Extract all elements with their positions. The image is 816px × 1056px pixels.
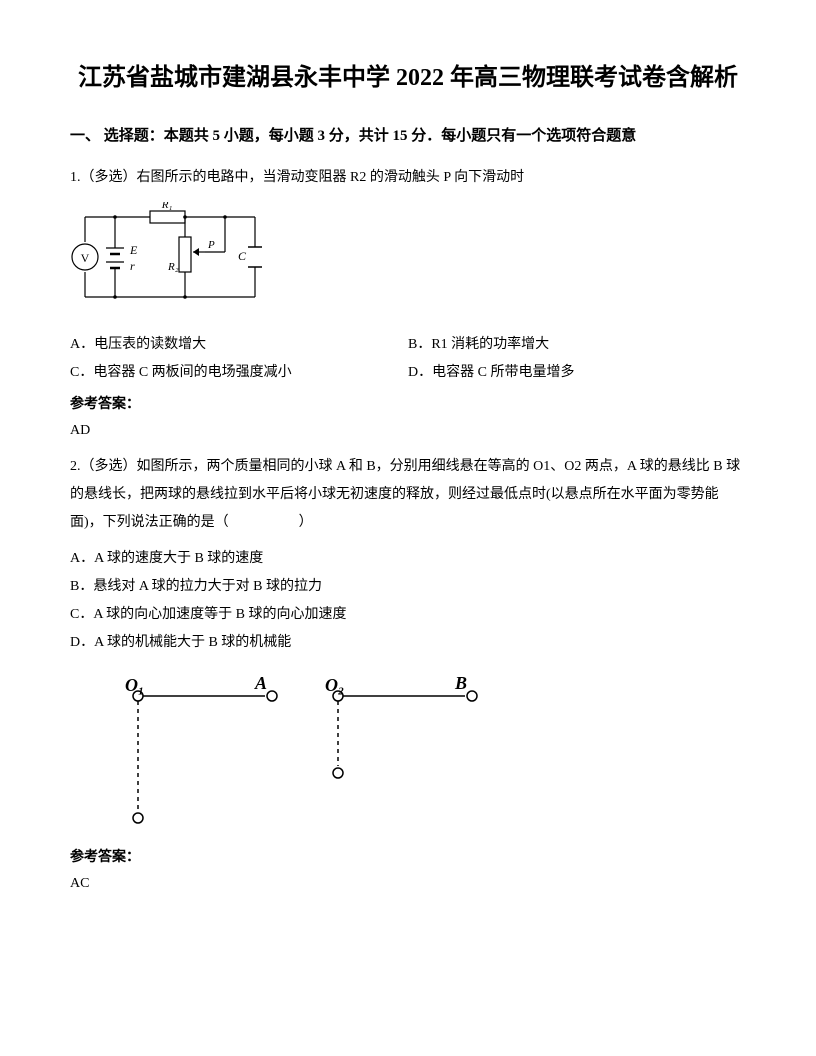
q1-optD: D．电容器 C 所带电量增多 [408, 359, 746, 387]
q1-optC: C．电容器 C 两板间的电场强度减小 [70, 359, 408, 387]
q2-answer-label: 参考答案： [70, 846, 746, 866]
q1-options-row1: A．电压表的读数增大 B．R1 消耗的功率增大 [70, 331, 746, 359]
q2-pendulum-diagram: O₁ A O₂ B [100, 671, 746, 836]
section-header: 一、 选择题：本题共 5 小题，每小题 3 分，共计 15 分．每小题只有一个选… [70, 124, 746, 148]
page-title: 江苏省盐城市建湖县永丰中学 2022 年高三物理联考试卷含解析 [70, 60, 746, 96]
q2-optC: C．A 球的向心加速度等于 B 球的向心加速度 [70, 601, 746, 629]
battery-r-label: r [130, 259, 135, 273]
q2-answer: AC [70, 876, 746, 892]
q1-optA: A．电压表的读数增大 [70, 331, 408, 359]
q1-answer-label: 参考答案： [70, 393, 746, 413]
r2-label: R₂ [167, 261, 179, 273]
voltmeter-label: V [81, 251, 90, 265]
a-label: A [254, 673, 267, 693]
q2-optD: D．A 球的机械能大于 B 球的机械能 [70, 629, 746, 657]
q2-optB: B．悬线对 A 球的拉力大于对 B 球的拉力 [70, 573, 746, 601]
b-label: B [454, 673, 467, 693]
q1-stem: 1.（多选）右图所示的电路中，当滑动变阻器 R2 的滑动触头 P 向下滑动时 [70, 164, 746, 192]
q1-answer: AD [70, 423, 746, 439]
circuit-svg: V E r R₁ R₂ P C [70, 202, 270, 312]
r1-label: R₁ [161, 202, 173, 211]
q2-stem: 2.（多选）如图所示，两个质量相同的小球 A 和 B，分别用细线悬在等高的 O1… [70, 453, 746, 537]
q1-options-row2: C．电容器 C 两板间的电场强度减小 D．电容器 C 所带电量增多 [70, 359, 746, 387]
p-label: P [207, 239, 215, 251]
q1-circuit-diagram: V E r R₁ R₂ P C [70, 202, 746, 317]
c-label: C [238, 249, 247, 263]
q1-optB: B．R1 消耗的功率增大 [408, 331, 746, 359]
pendulum-svg: O₁ A O₂ B [100, 671, 520, 831]
q2-optA: A．A 球的速度大于 B 球的速度 [70, 545, 746, 573]
battery-e-label: E [129, 243, 138, 257]
